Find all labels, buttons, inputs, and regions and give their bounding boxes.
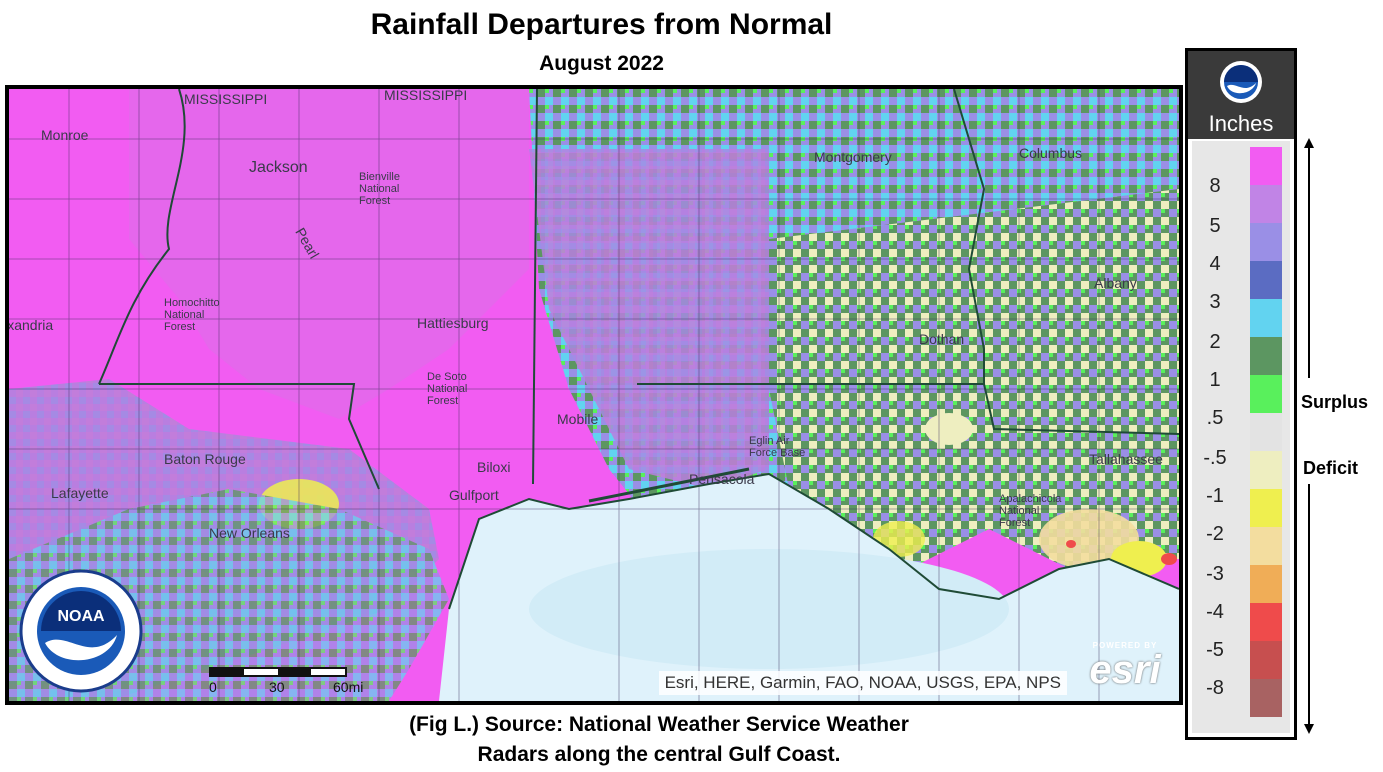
surplus-label: Surplus: [1301, 392, 1369, 412]
map-label-lafayette: Lafayette: [51, 485, 109, 501]
legend-swatch-8: [1250, 451, 1282, 489]
map-attribution[interactable]: Esri, HERE, Garmin, FAO, NOAA, USGS, EPA…: [658, 671, 1067, 695]
legend-tick-label: -2: [1206, 523, 1224, 545]
map-label-tallahassee: Tallahassee: [1089, 451, 1163, 467]
chart-title: Rainfall Departures from Normal: [370, 8, 833, 41]
legend-tick-label: 2: [1209, 331, 1221, 353]
mixed-zone-east: [769, 189, 1179, 569]
legend-tick-label: -8: [1206, 677, 1224, 699]
legend-swatch-6: [1250, 375, 1282, 413]
legend-swatch-4: [1250, 299, 1282, 337]
map-label-bienville: Bienville National Forest: [359, 171, 400, 207]
noaa-logo-icon: [1218, 59, 1264, 110]
legend-swatch-12: [1250, 603, 1282, 641]
deficit-label: Deficit: [1303, 458, 1359, 478]
purple-zone: [129, 89, 529, 419]
esri-powered-text: POWERED BY: [1092, 641, 1158, 650]
legend-swatch-14: [1250, 679, 1282, 717]
map-label-gulfport: Gulfport: [449, 487, 499, 503]
scale-bar: 0 30 60mi: [209, 657, 363, 695]
map-canvas: [9, 89, 1179, 701]
legend-tick-label: -5: [1206, 639, 1224, 661]
scale-line: [209, 667, 347, 677]
legend-swatch-1: [1250, 185, 1282, 223]
map-label-jackson: Jackson: [249, 159, 308, 176]
map-label-monroe: Monroe: [41, 127, 89, 143]
legend-tick-label: 1: [1209, 369, 1221, 391]
legend-scale: 8 5 4 3 2 1 .5 -.5 -1 -2 -3 -4 -5 -8: [1192, 141, 1290, 733]
map-label-columbus: Columbus: [1019, 145, 1083, 161]
map-label-pensacola: Pensacola: [689, 471, 755, 487]
svg-text:NOAA: NOAA: [57, 608, 105, 625]
map-label-eglin: Eglin Air Force Base: [749, 435, 806, 459]
noaa-seal-icon: NOAA: [19, 569, 143, 693]
map-label-de-soto: De Soto National Forest: [427, 371, 468, 407]
legend-swatch-13: [1250, 641, 1282, 679]
legend-tick-label: 8: [1209, 175, 1221, 197]
map-label-hattiesburg: Hattiesburg: [417, 315, 489, 331]
legend-tick-label: .5: [1206, 407, 1224, 429]
legend-swatch-3: [1250, 261, 1282, 299]
legend-tick-label: -.5: [1203, 447, 1227, 469]
map-label-homochitto: Homochitto National Forest: [164, 297, 220, 333]
legend-swatch-0: [1250, 147, 1282, 185]
scale-label-60: 60mi: [333, 679, 364, 695]
esri-logo[interactable]: POWERED BY esri: [1081, 641, 1169, 693]
legend-swatch-9: [1250, 489, 1282, 527]
legend-tick-label: -4: [1206, 601, 1224, 623]
map-label-montgomery: Montgomery: [814, 149, 892, 165]
surplus-arrow: [1304, 138, 1314, 378]
map-label-baton-rouge: Baton Rouge: [164, 451, 246, 467]
map-label-biloxi: Biloxi: [477, 459, 511, 475]
legend-header: Inches: [1188, 51, 1294, 139]
rainfall-departure-map[interactable]: MISSISSIPPI MISSISSIPPI Monroe Jackson B…: [5, 85, 1183, 705]
chart-subtitle: August 2022: [539, 52, 664, 75]
legend-tick-label: 4: [1209, 253, 1221, 275]
legend-swatch-2: [1250, 223, 1282, 261]
legend-tick-label: -3: [1206, 563, 1224, 585]
precipitation-legend: Inches 8 5 4 3 2 1 .5 -.5 -1 -2 -3 -4 -5…: [1185, 48, 1297, 740]
caption-line-1: (Fig L.) Source: National Weather Servic…: [409, 713, 909, 736]
map-label-new-orleans: New Orleans: [209, 525, 290, 541]
map-label-mississippi-2: MISSISSIPPI: [384, 87, 468, 103]
caption-line-2: Radars along the central Gulf Coast.: [477, 743, 841, 766]
legend-swatch-10: [1250, 527, 1282, 565]
legend-swatch-7: [1250, 413, 1282, 451]
legend-tick-label: -1: [1206, 485, 1224, 507]
esri-brand-text: esri: [1089, 648, 1161, 692]
scale-label-30: 30: [269, 679, 285, 695]
deficit-arrow: [1304, 484, 1314, 734]
legend-tick-label: 3: [1209, 291, 1221, 313]
legend-unit-label: Inches: [1208, 111, 1274, 136]
legend-swatch-5: [1250, 337, 1282, 375]
legend-tick-label: 5: [1209, 215, 1221, 237]
scale-label-0: 0: [209, 679, 217, 695]
legend-swatch-11: [1250, 565, 1282, 603]
map-label-mobile: Mobile: [557, 411, 599, 427]
map-label-dothan: Dothan: [919, 331, 965, 347]
map-label-alexandria: Alexandria: [7, 317, 54, 333]
map-label-albany: Albany: [1094, 275, 1137, 291]
map-label-mississippi-1: MISSISSIPPI: [184, 91, 268, 107]
figure-caption: (Fig L.) Source: National Weather Servic…: [0, 710, 1318, 770]
map-label-apalachicola: Apalachicola National Forest: [999, 493, 1062, 529]
